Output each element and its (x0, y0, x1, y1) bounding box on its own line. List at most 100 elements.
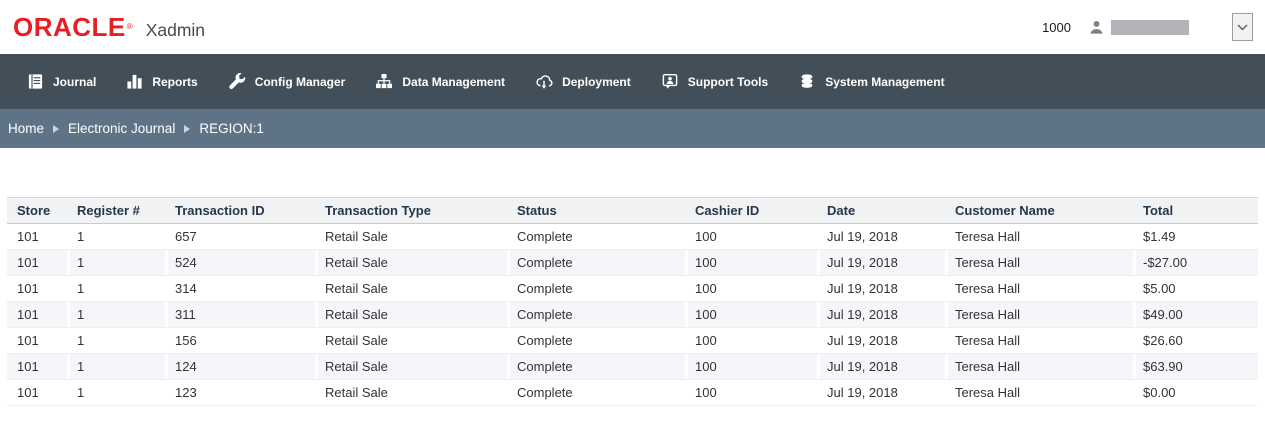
cell-cashier-id: 100 (685, 275, 817, 302)
cell-transaction-type: Retail Sale (315, 275, 507, 302)
nav-item-label: Reports (152, 74, 198, 89)
cell-status: Complete (507, 275, 685, 302)
nav-item-label: Data Management (402, 74, 506, 89)
cell-store: 101 (7, 249, 67, 276)
cell-transaction-type: Retail Sale (315, 379, 507, 406)
cell-date: Jul 19, 2018 (817, 327, 945, 354)
nav-item-label: System Management (825, 74, 945, 89)
support-tools-icon (661, 73, 679, 90)
column-header-register[interactable]: Register # (67, 197, 165, 224)
column-header-transaction-id[interactable]: Transaction ID (165, 197, 315, 224)
cell-store: 101 (7, 301, 67, 328)
nav-item-reports[interactable]: Reports (126, 73, 198, 90)
cell-transaction-id: 124 (165, 353, 315, 380)
cell-total: $26.60 (1133, 327, 1258, 354)
column-header-customer-name[interactable]: Customer Name (945, 197, 1133, 224)
table-row[interactable]: 101 1 657 Retail Sale Complete 100 Jul 19, 201… (7, 223, 1258, 250)
column-header-transaction-type[interactable]: Transaction Type (315, 197, 507, 224)
cell-transaction-id: 657 (165, 223, 315, 250)
brand: ORACLE ® Xadmin (13, 14, 205, 41)
table-row[interactable]: 101 1 156 Retail Sale Complete 100 Jul 19, 201… (7, 327, 1258, 354)
nav-item-label: Support Tools (687, 74, 769, 89)
cell-register: 1 (67, 223, 165, 250)
journal-icon (27, 73, 44, 90)
nav-item-system-management[interactable]: System Management (798, 73, 945, 90)
person-icon (1088, 19, 1105, 36)
cell-store: 101 (7, 275, 67, 302)
nav-item-deployment[interactable]: Deployment (535, 73, 631, 90)
breadcrumb-item-home[interactable]: Home (8, 121, 45, 136)
cell-store: 101 (7, 327, 67, 354)
cell-date: Jul 19, 2018 (817, 353, 945, 380)
cell-register: 1 (67, 249, 165, 276)
cell-total: $5.00 (1133, 275, 1258, 302)
nav-item-data-management[interactable]: Data Management (375, 73, 505, 90)
cell-store: 101 (7, 353, 67, 380)
cell-total: $1.49 (1133, 223, 1258, 250)
cell-register: 1 (67, 301, 165, 328)
table-row[interactable]: 101 1 311 Retail Sale Complete 100 Jul 19, 201… (7, 301, 1258, 328)
user-menu-dropdown[interactable] (1232, 13, 1253, 41)
cell-transaction-id: 524 (165, 249, 315, 276)
registered-mark: ® (126, 22, 133, 31)
cell-register: 1 (67, 327, 165, 354)
cell-date: Jul 19, 2018 (817, 275, 945, 302)
table-row[interactable]: 101 1 314 Retail Sale Complete 100 Jul 19, 201… (7, 275, 1258, 302)
cell-transaction-type: Retail Sale (315, 327, 507, 354)
breadcrumb-separator-icon (184, 124, 191, 133)
cell-transaction-type: Retail Sale (315, 353, 507, 380)
cell-cashier-id: 100 (685, 353, 817, 380)
system-management-icon (798, 73, 816, 90)
data-management-icon (375, 73, 393, 90)
reports-icon (126, 73, 143, 90)
username-redacted-bar (1111, 19, 1189, 35)
main-nav: Journal Reports Config Manager Data Managem… (0, 54, 1265, 109)
cell-register: 1 (67, 379, 165, 406)
column-header-status[interactable]: Status (507, 197, 685, 224)
cell-customer-name: Teresa Hall (945, 249, 1133, 276)
cell-customer-name: Teresa Hall (945, 301, 1133, 328)
nav-item-config-manager[interactable]: Config Manager (228, 72, 346, 91)
cell-cashier-id: 100 (685, 327, 817, 354)
cell-register: 1 (67, 353, 165, 380)
nav-item-label: Config Manager (254, 74, 346, 89)
cell-total: -$27.00 (1133, 249, 1258, 276)
cell-store: 101 (7, 223, 67, 250)
column-header-date[interactable]: Date (817, 197, 945, 224)
cell-date: Jul 19, 2018 (817, 379, 945, 406)
cell-status: Complete (507, 301, 685, 328)
nav-item-journal[interactable]: Journal (27, 73, 96, 90)
cell-transaction-id: 314 (165, 275, 315, 302)
nav-item-label: Deployment (562, 74, 631, 89)
content-area: Store Register # Transaction ID Transaction… (7, 197, 1258, 406)
cell-date: Jul 19, 2018 (817, 223, 945, 250)
cell-total: $63.90 (1133, 353, 1258, 380)
cell-customer-name: Teresa Hall (945, 275, 1133, 302)
cell-total: $49.00 (1133, 301, 1258, 328)
cell-status: Complete (507, 327, 685, 354)
org-id: 1000 (1042, 19, 1071, 35)
cell-date: Jul 19, 2018 (817, 301, 945, 328)
table-body: 101 1 657 Retail Sale Complete 100 Jul 19, 201… (7, 223, 1258, 406)
chevron-down-icon (1237, 24, 1248, 31)
user-area: 1000 (1042, 13, 1253, 41)
table-row[interactable]: 101 1 124 Retail Sale Complete 100 Jul 19, 201… (7, 353, 1258, 380)
column-header-total[interactable]: Total (1133, 197, 1258, 224)
breadcrumb: Home Electronic Journal REGION:1 (0, 109, 1265, 148)
breadcrumb-item-region-1: REGION:1 (199, 121, 264, 136)
cell-cashier-id: 100 (685, 379, 817, 406)
breadcrumb-item-electronic-journal[interactable]: Electronic Journal (68, 121, 176, 136)
table-row[interactable]: 101 1 524 Retail Sale Complete 100 Jul 19, 201… (7, 249, 1258, 276)
cell-status: Complete (507, 249, 685, 276)
cell-status: Complete (507, 223, 685, 250)
nav-item-support-tools[interactable]: Support Tools (661, 73, 768, 90)
column-header-cashier-id[interactable]: Cashier ID (685, 197, 817, 224)
cell-customer-name: Teresa Hall (945, 223, 1133, 250)
cell-transaction-type: Retail Sale (315, 301, 507, 328)
breadcrumb-separator-icon (53, 124, 60, 133)
column-header-store[interactable]: Store (7, 197, 67, 224)
cell-transaction-id: 156 (165, 327, 315, 354)
cell-cashier-id: 100 (685, 301, 817, 328)
table-row[interactable]: 101 1 123 Retail Sale Complete 100 Jul 19, 201… (7, 379, 1258, 406)
cell-date: Jul 19, 2018 (817, 249, 945, 276)
